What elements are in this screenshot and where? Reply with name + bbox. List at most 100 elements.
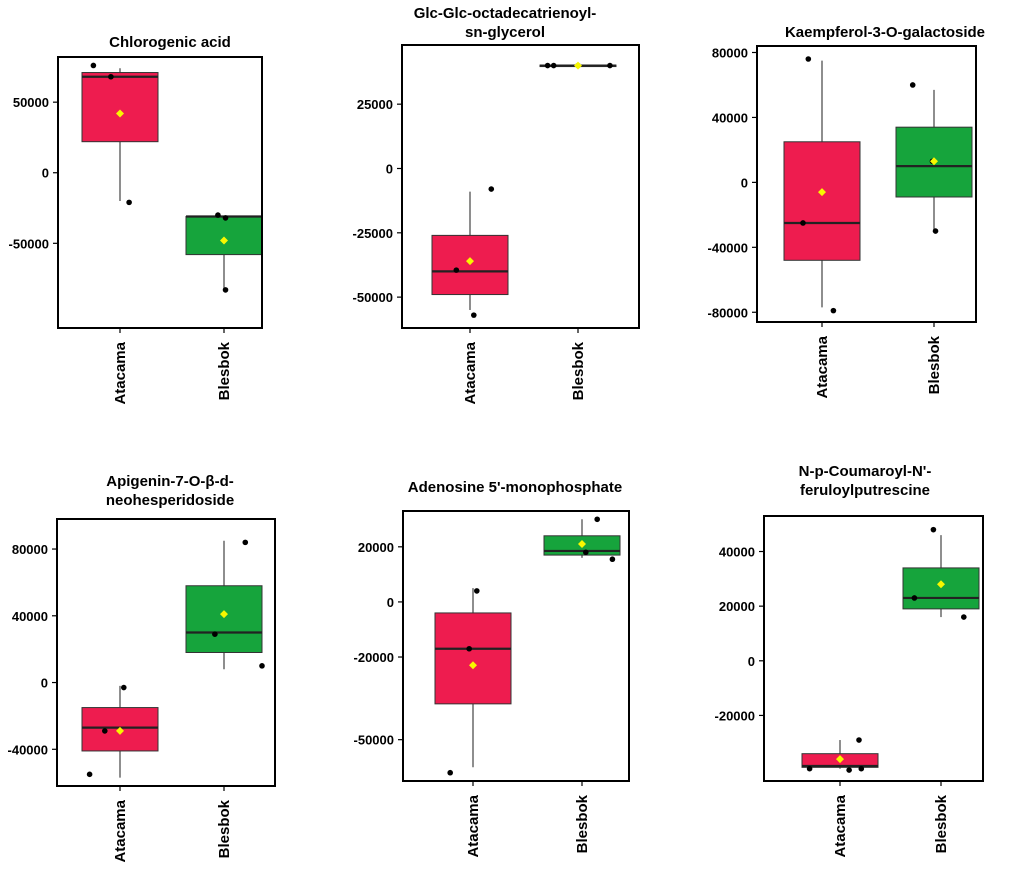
data-point [607, 62, 613, 69]
plot-frame [763, 515, 984, 782]
data-point [856, 737, 862, 743]
y-tick-label: -20000 [715, 708, 755, 723]
data-point [259, 663, 265, 669]
box-blesbok: Blesbok [895, 82, 973, 394]
plot-frame [756, 45, 977, 323]
y-tick-label: 25000 [357, 97, 393, 112]
data-point [215, 212, 221, 218]
title-line: Apigenin-7-O-β-d- [106, 473, 234, 490]
iqr-box [434, 612, 512, 705]
data-point [830, 307, 837, 314]
box-atacama: Atacama [81, 62, 159, 405]
data-point [471, 312, 477, 318]
iqr-box [783, 141, 861, 261]
y-tick-label: 0 [41, 676, 48, 691]
x-category-label: Blesbok [926, 335, 943, 394]
y-tick-label: 0 [748, 654, 755, 669]
box-blesbok: Blesbok [902, 526, 980, 853]
data-point [544, 62, 551, 69]
y-tick-label: -50000 [9, 236, 49, 251]
mean-marker [469, 661, 477, 670]
data-point [86, 771, 93, 778]
data-point [805, 56, 812, 62]
data-point [242, 539, 249, 546]
boxplot-panel-3: -80000 -40000 0 40000 80000 Atacama Blesbok [708, 45, 977, 399]
mean-marker [220, 610, 228, 619]
y-tick-label: 40000 [12, 609, 48, 624]
mean-marker [836, 755, 844, 764]
y-tick-label: 20000 [719, 599, 755, 614]
data-point [466, 645, 473, 652]
title-line: Glc-Glc-octadecatrienoyl- [413, 5, 597, 22]
mean-marker [220, 236, 228, 245]
data-point [121, 684, 127, 691]
y-tick-label: -50000 [354, 733, 394, 748]
data-point [474, 588, 480, 594]
y-tick-label: 0 [741, 175, 748, 190]
box-blesbok: Blesbok [185, 212, 263, 400]
x-category-label: Atacama [814, 335, 831, 398]
title-line: Adenosine 5'-monophosphate [407, 479, 623, 496]
iqr-box [902, 567, 980, 610]
plot-frame [56, 518, 276, 787]
data-point [126, 199, 132, 206]
data-point [930, 526, 937, 533]
title-line: N-p-Coumaroyl-N'- [798, 463, 932, 480]
y-tick-label: 40000 [712, 110, 748, 125]
mean-marker [466, 257, 474, 266]
x-category-label: Blesbok [574, 794, 591, 853]
data-point [212, 631, 218, 637]
y-tick-label: -40000 [708, 240, 748, 255]
boxplot-panel-2: -50000 -25000 0 25000 Atacama Blesbok [353, 44, 640, 405]
data-point [911, 595, 918, 601]
title-line: Chlorogenic acid [109, 34, 231, 51]
data-point [594, 516, 600, 523]
data-point [932, 228, 939, 234]
y-tick-label: 0 [387, 595, 394, 610]
y-tick-label: 0 [386, 161, 393, 176]
title-panel-1: Chlorogenic acid [40, 33, 300, 52]
y-tick-label: 80000 [712, 45, 748, 60]
data-point [800, 220, 806, 226]
y-tick-label: -80000 [708, 305, 748, 320]
y-tick-label: 50000 [13, 95, 49, 110]
box-blesbok: Blesbok [539, 61, 617, 400]
y-tick-label: -40000 [8, 742, 48, 757]
y-tick-label: 0 [42, 166, 49, 181]
title-panel-3: Kaempferol-3-O-galactoside [740, 23, 1011, 42]
y-tick-label: -50000 [353, 290, 393, 305]
boxplot-panel-1: -50000 0 50000 Atacama Blesbok [9, 56, 263, 405]
title-panel-4: Apigenin-7-O-β-d- neohesperidoside [40, 472, 300, 510]
data-point [90, 62, 97, 69]
x-category-label: Atacama [112, 341, 129, 404]
data-point [108, 73, 114, 80]
plot-frame [402, 510, 630, 782]
x-category-label: Atacama [465, 794, 482, 857]
box-atacama: Atacama [431, 186, 509, 405]
x-category-label: Atacama [832, 794, 849, 857]
data-point [222, 287, 229, 293]
title-line: feruloylputrescine [799, 482, 931, 499]
data-point [488, 186, 495, 192]
title-line: sn-glycerol [464, 24, 546, 41]
data-point [858, 765, 865, 772]
y-tick-label: 40000 [719, 545, 755, 560]
title-line: Kaempferol-3-O-galactoside [784, 24, 986, 41]
box-atacama: Atacama [801, 737, 879, 858]
box-atacama: Atacama [783, 56, 861, 399]
iqr-box [185, 215, 263, 256]
x-category-label: Atacama [112, 799, 129, 862]
title-line: neohesperidoside [105, 492, 235, 509]
data-point [583, 549, 589, 556]
y-tick-label: 20000 [358, 540, 394, 555]
boxplot-panel-5: -50000 -20000 0 20000 Atacama Blesbok [354, 510, 630, 858]
x-category-label: Blesbok [216, 341, 233, 400]
mean-marker [578, 540, 586, 549]
data-point [609, 556, 616, 563]
x-category-label: Blesbok [216, 799, 233, 858]
box-atacama: Atacama [81, 684, 159, 863]
data-point [102, 728, 108, 734]
plot-frame [401, 44, 640, 329]
mean-marker [574, 61, 582, 70]
